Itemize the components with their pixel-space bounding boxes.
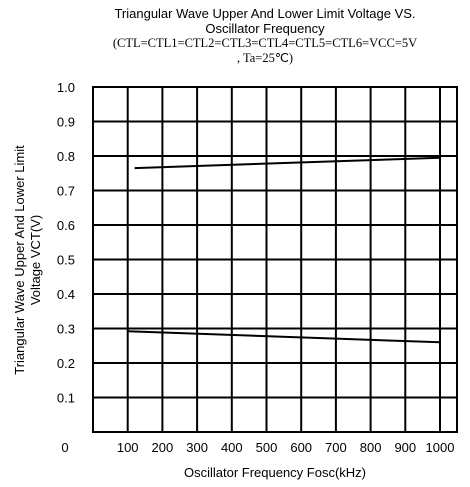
tick-labels: 100 200 300 400 500 600 700 800 900 1000 0 0.1 0.2 0.… [57, 80, 455, 455]
chart-title-line-1: Triangular Wave Upper And Lower Limit Vo… [114, 6, 416, 21]
chart-title-line-2: Oscillator Frequency [205, 21, 325, 36]
chart-title-block: Triangular Wave Upper And Lower Limit Vo… [60, 6, 470, 66]
y-tick-label: 0.5 [57, 253, 75, 268]
y-tick-label: 0.1 [57, 391, 75, 406]
x-tick-label: 800 [360, 440, 382, 455]
grid [92, 86, 458, 433]
x-tick-label: 100 [117, 440, 139, 455]
series-layer [127, 156, 441, 344]
origin-tick-label: 0 [61, 440, 68, 455]
x-tick-label: 600 [290, 440, 312, 455]
x-tick-label: 1000 [426, 440, 455, 455]
x-axis-label: Oscillator Frequency Fosc(kHz) [184, 465, 366, 480]
x-tick-label: 900 [394, 440, 416, 455]
chart-subtitle-line-1: (CTL=CTL1=CTL2=CTL3=CTL4=CTL5=CTL6=VCC=5… [112, 36, 418, 50]
y-tick-label: 0.7 [57, 184, 75, 199]
y-tick-label: 0.4 [57, 287, 75, 302]
x-tick-label: 200 [152, 440, 174, 455]
y-tick-label: 0.9 [57, 115, 75, 130]
x-tick-label: 500 [256, 440, 278, 455]
x-tick-label: 700 [325, 440, 347, 455]
x-tick-label: 300 [186, 440, 208, 455]
series-line-2 [127, 330, 441, 344]
y-axis-label-line-2: Voltage VCT(V) [28, 215, 43, 305]
x-tick-label: 400 [221, 440, 243, 455]
y-tick-label: 0.3 [57, 322, 75, 337]
series-line-1 [134, 156, 441, 170]
y-tick-label: 0.2 [57, 356, 75, 371]
y-axis-label-line-1: Triangular Wave Upper And Lower Limit [12, 145, 27, 375]
y-tick-label: 0.6 [57, 218, 75, 233]
y-tick-label: 1.0 [57, 80, 75, 95]
chart-subtitle-line-2: , Ta=25℃) [236, 51, 294, 65]
y-tick-label: 0.8 [57, 149, 75, 164]
